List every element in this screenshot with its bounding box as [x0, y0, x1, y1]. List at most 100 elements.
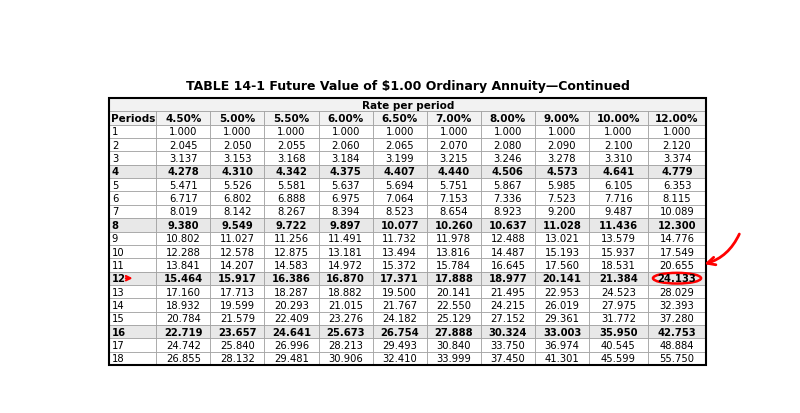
- Text: 24.641: 24.641: [272, 327, 311, 337]
- Bar: [210, 139, 265, 152]
- Text: 11.436: 11.436: [599, 220, 638, 230]
- Text: 9.380: 9.380: [167, 220, 199, 230]
- Text: 25.129: 25.129: [436, 313, 471, 323]
- Bar: [589, 192, 648, 205]
- Text: 13.579: 13.579: [601, 234, 636, 244]
- Bar: [373, 299, 426, 312]
- Bar: [481, 232, 535, 245]
- Text: 7: 7: [112, 207, 118, 217]
- Text: 18.531: 18.531: [601, 260, 636, 270]
- Text: 1.000: 1.000: [331, 127, 360, 137]
- Bar: [426, 152, 481, 165]
- Bar: [156, 285, 210, 299]
- Text: 8.523: 8.523: [386, 207, 414, 217]
- Bar: [426, 245, 481, 259]
- Bar: [589, 179, 648, 192]
- Text: 23.657: 23.657: [218, 327, 257, 337]
- Text: 13.021: 13.021: [545, 234, 579, 244]
- Text: 3.153: 3.153: [223, 154, 252, 164]
- Bar: [156, 272, 210, 285]
- Text: 8.654: 8.654: [439, 207, 468, 217]
- Bar: [210, 126, 265, 139]
- Text: 22.719: 22.719: [164, 327, 202, 337]
- Text: 8.115: 8.115: [662, 194, 691, 204]
- Bar: [210, 245, 265, 259]
- Bar: [210, 165, 265, 179]
- Bar: [426, 232, 481, 245]
- Text: 2.050: 2.050: [223, 140, 252, 150]
- Bar: [481, 299, 535, 312]
- Text: 24.523: 24.523: [601, 287, 636, 297]
- Text: 11.732: 11.732: [382, 234, 417, 244]
- Bar: [265, 245, 318, 259]
- Text: 3.137: 3.137: [169, 154, 198, 164]
- Bar: [210, 259, 265, 272]
- Text: 15.372: 15.372: [382, 260, 417, 270]
- Bar: [318, 126, 373, 139]
- Bar: [318, 299, 373, 312]
- Bar: [110, 99, 706, 365]
- Bar: [156, 232, 210, 245]
- Bar: [373, 179, 426, 192]
- Text: 29.361: 29.361: [545, 313, 579, 323]
- Bar: [648, 352, 706, 365]
- Text: 2.065: 2.065: [386, 140, 414, 150]
- Text: 7.00%: 7.00%: [435, 114, 472, 124]
- Bar: [373, 352, 426, 365]
- Text: 9.549: 9.549: [222, 220, 254, 230]
- Bar: [156, 259, 210, 272]
- Text: 15: 15: [112, 313, 125, 323]
- Bar: [481, 139, 535, 152]
- Text: 13: 13: [112, 287, 125, 297]
- Text: 7.153: 7.153: [439, 194, 468, 204]
- Bar: [110, 299, 156, 312]
- Bar: [481, 165, 535, 179]
- Bar: [589, 165, 648, 179]
- Text: 28.213: 28.213: [328, 340, 363, 350]
- Text: 30.906: 30.906: [328, 354, 363, 363]
- Bar: [648, 245, 706, 259]
- Text: 8: 8: [112, 220, 118, 230]
- Text: 18.977: 18.977: [489, 273, 527, 283]
- Bar: [589, 112, 648, 126]
- Text: 4.641: 4.641: [602, 167, 634, 177]
- Text: 35.950: 35.950: [599, 327, 638, 337]
- Text: 6.717: 6.717: [169, 194, 198, 204]
- Bar: [648, 259, 706, 272]
- Bar: [589, 126, 648, 139]
- Text: 17.160: 17.160: [166, 287, 201, 297]
- Bar: [589, 152, 648, 165]
- Text: 22.409: 22.409: [274, 313, 309, 323]
- Text: 11.978: 11.978: [436, 234, 471, 244]
- Bar: [210, 192, 265, 205]
- Text: 11.028: 11.028: [542, 220, 582, 230]
- Bar: [373, 272, 426, 285]
- Bar: [156, 165, 210, 179]
- Text: 10.637: 10.637: [489, 220, 527, 230]
- Text: 26.996: 26.996: [274, 340, 309, 350]
- Text: 9.200: 9.200: [548, 207, 576, 217]
- Text: 1.000: 1.000: [278, 127, 306, 137]
- Text: TABLE 14-1 Future Value of $1.00 Ordinary Annuity—Continued: TABLE 14-1 Future Value of $1.00 Ordinar…: [186, 80, 630, 93]
- Bar: [589, 205, 648, 218]
- Bar: [481, 312, 535, 325]
- Text: 25.840: 25.840: [220, 340, 254, 350]
- Text: 19.599: 19.599: [220, 300, 255, 310]
- Bar: [535, 259, 589, 272]
- Bar: [210, 285, 265, 299]
- Text: 17.371: 17.371: [380, 273, 419, 283]
- Text: 19.500: 19.500: [382, 287, 417, 297]
- Bar: [318, 139, 373, 152]
- Text: 25.673: 25.673: [326, 327, 365, 337]
- Text: 3.168: 3.168: [278, 154, 306, 164]
- Bar: [265, 232, 318, 245]
- Text: 48.884: 48.884: [660, 340, 694, 350]
- Bar: [589, 352, 648, 365]
- Text: 27.888: 27.888: [434, 327, 473, 337]
- Text: 14.972: 14.972: [328, 260, 363, 270]
- Bar: [156, 126, 210, 139]
- Bar: [648, 232, 706, 245]
- Bar: [110, 139, 156, 152]
- Text: 13.181: 13.181: [328, 247, 363, 257]
- Bar: [110, 126, 156, 139]
